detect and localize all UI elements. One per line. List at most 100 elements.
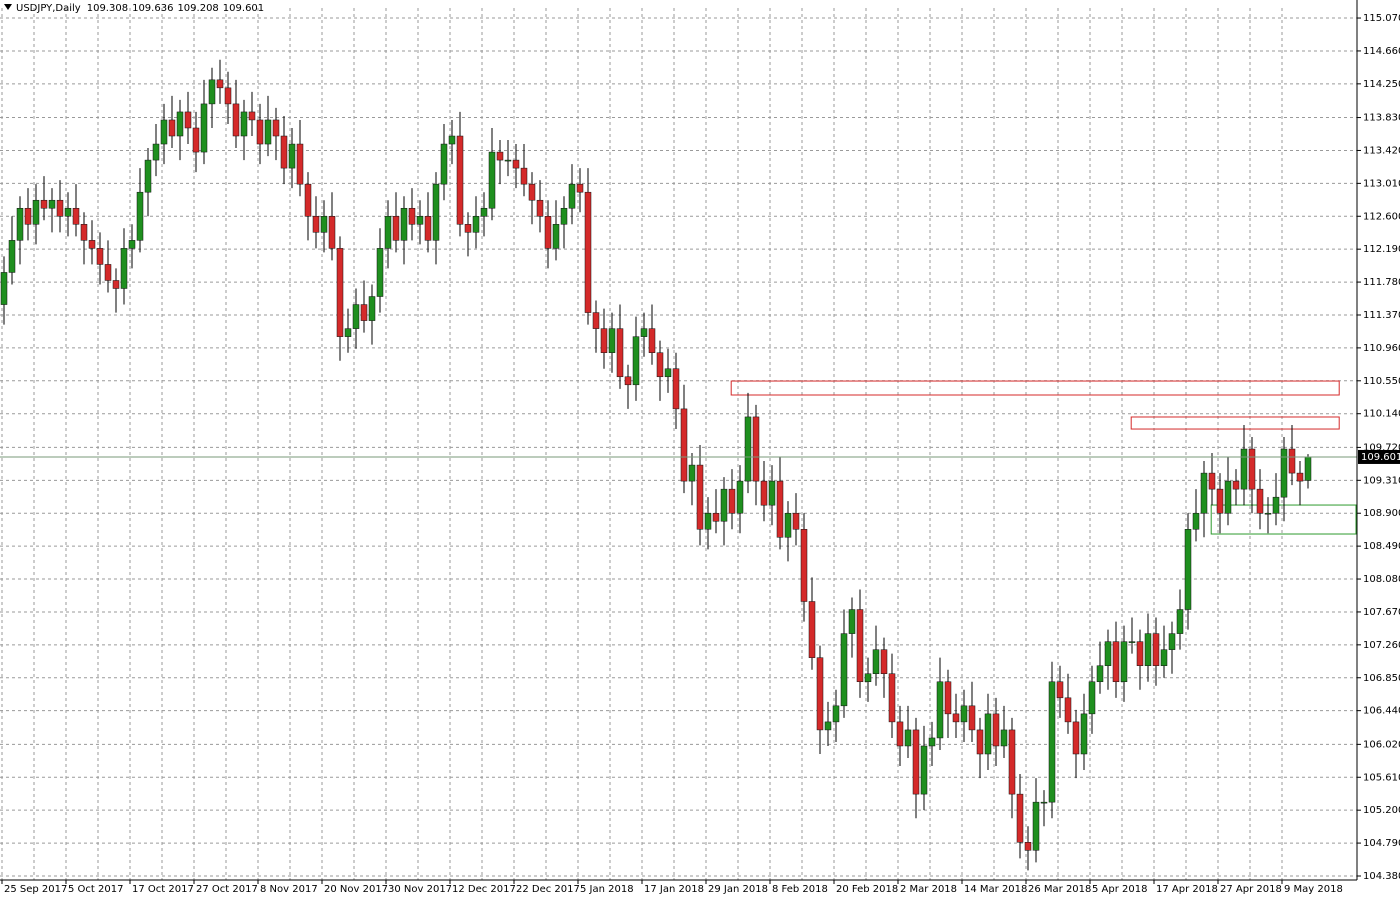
candle-body xyxy=(320,216,328,233)
candle-body xyxy=(1040,801,1048,804)
candle-body xyxy=(288,143,296,169)
candle-body xyxy=(560,207,568,225)
y-tick-label: 104.790 xyxy=(1363,838,1400,849)
candle-body xyxy=(864,673,872,683)
candle-body xyxy=(736,480,744,514)
candle-body xyxy=(944,681,952,715)
candle-body xyxy=(40,199,48,209)
candle-body xyxy=(392,216,400,241)
candle-body xyxy=(568,183,576,209)
candle-body xyxy=(360,304,368,321)
candle-body xyxy=(784,512,792,538)
x-tick-label: 25 Sep 2017 xyxy=(4,884,67,895)
candle-body xyxy=(928,737,936,747)
x-tick-label: 8 Feb 2018 xyxy=(772,884,828,895)
last-low: 109.208 xyxy=(177,3,218,14)
candle-body xyxy=(8,240,16,273)
candle-body xyxy=(176,111,184,137)
candle-body xyxy=(616,328,624,378)
symbol: USDJPY,Daily xyxy=(16,3,81,14)
x-tick-label: 20 Nov 2017 xyxy=(324,884,388,895)
candle-body xyxy=(800,529,808,602)
y-tick-label: 110.960 xyxy=(1363,343,1400,354)
candle-body xyxy=(504,159,512,162)
candle-body xyxy=(936,681,944,739)
candle-body xyxy=(32,199,40,225)
candle-body xyxy=(128,240,136,249)
candle-body xyxy=(1032,801,1040,851)
candle-body xyxy=(336,248,344,337)
x-tick-label: 27 Apr 2018 xyxy=(1220,884,1282,895)
candle-body xyxy=(880,649,888,674)
candle-body xyxy=(1104,641,1112,666)
candle-body xyxy=(1072,721,1080,755)
candle-body xyxy=(1304,456,1312,481)
candle-body xyxy=(576,183,584,193)
last-close: 109.601 xyxy=(223,3,264,14)
candle-body xyxy=(888,673,896,723)
candle-body xyxy=(104,264,112,281)
y-tick-label: 113.420 xyxy=(1363,145,1400,156)
y-tick-label: 108.490 xyxy=(1363,541,1400,552)
x-tick-label: 9 May 2018 xyxy=(1284,884,1343,895)
candle-body xyxy=(1096,665,1104,683)
candle-body xyxy=(152,143,160,161)
symbol-icon xyxy=(4,4,12,10)
candle-body xyxy=(896,721,904,747)
last-high: 109.636 xyxy=(132,3,173,14)
y-tick-label: 105.610 xyxy=(1363,772,1400,783)
candle-body xyxy=(760,480,768,506)
candle-body xyxy=(632,336,640,386)
candle-body xyxy=(312,216,320,233)
candle-body xyxy=(744,416,752,482)
candle-body xyxy=(1288,448,1296,474)
candle-body xyxy=(624,376,632,386)
candle-body xyxy=(912,729,920,795)
candle-body xyxy=(1008,729,1016,795)
candle-body xyxy=(144,159,152,193)
candle-body xyxy=(968,705,976,731)
candle-body xyxy=(664,368,672,378)
candle-body xyxy=(960,705,968,723)
candle-body xyxy=(416,216,424,225)
candle-body xyxy=(56,199,64,217)
candle-body xyxy=(640,328,648,337)
candle-body xyxy=(1024,842,1032,851)
y-tick-label: 109.720 xyxy=(1363,442,1400,453)
candle-body xyxy=(304,183,312,217)
last-open: 109.308 xyxy=(87,3,128,14)
candle-body xyxy=(24,207,32,225)
candle-body xyxy=(280,135,288,169)
y-tick-label: 114.660 xyxy=(1363,46,1400,57)
candle-body xyxy=(1144,633,1152,666)
candle-body xyxy=(1216,488,1224,514)
y-tick-label: 104.380 xyxy=(1363,871,1400,882)
candle-body xyxy=(1232,480,1240,490)
candle-body xyxy=(592,312,600,329)
candle-body xyxy=(816,657,824,731)
candle-body xyxy=(1248,448,1256,490)
last-price-box xyxy=(1358,449,1400,464)
grid xyxy=(0,8,1357,880)
candle-body xyxy=(432,183,440,241)
candle-body xyxy=(488,151,496,209)
candle-body xyxy=(48,199,56,209)
candle-body xyxy=(480,207,488,217)
candle-body xyxy=(1240,448,1248,490)
candle-body xyxy=(512,159,520,169)
y-tick-label: 107.260 xyxy=(1363,640,1400,651)
candle-body xyxy=(728,488,736,514)
y-tick-label: 110.140 xyxy=(1363,409,1400,420)
candle-body xyxy=(824,721,832,731)
candle-body xyxy=(400,207,408,241)
candle-body xyxy=(232,103,240,137)
candle-body xyxy=(1272,496,1280,514)
candle-body xyxy=(248,111,256,121)
candle-body xyxy=(688,464,696,482)
candle-body xyxy=(992,713,1000,747)
candle-body xyxy=(1064,697,1072,723)
candle-body xyxy=(472,216,480,233)
candle-body xyxy=(648,328,656,353)
